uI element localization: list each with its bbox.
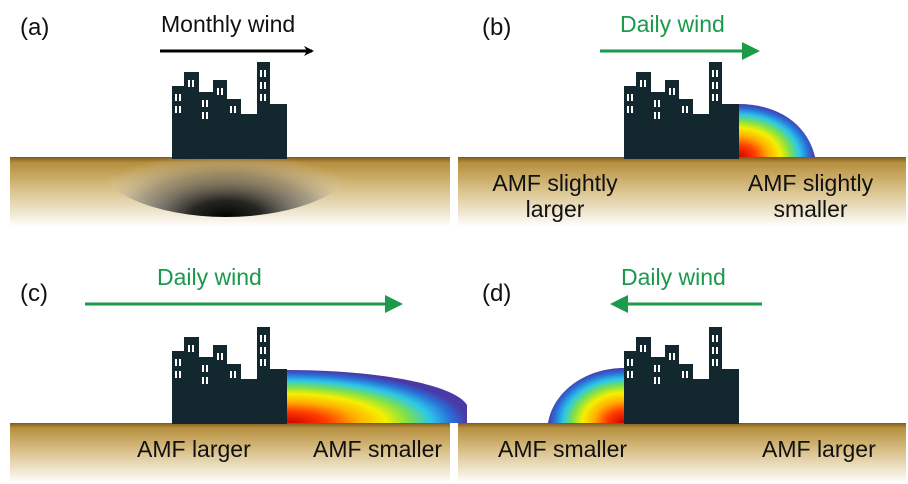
amf-note-b-left: AMF slightly larger (492, 170, 618, 222)
ground-d (458, 423, 906, 483)
pollution-plume-icon (738, 104, 815, 157)
pollution-plume-icon (286, 370, 467, 423)
panel-label-a: (a) (20, 14, 50, 41)
city-buildings-icon (172, 327, 287, 424)
panel-label-d: (d) (482, 280, 512, 307)
pollution-plume-icon (548, 368, 624, 423)
wind-label-c: Daily wind (157, 264, 262, 290)
panel-label-c: (c) (20, 280, 48, 307)
arrow-head-icon (742, 42, 760, 60)
wind-label-b: Daily wind (620, 11, 725, 37)
panel-label-b: (b) (482, 14, 512, 41)
amf-note-c-right: AMF smaller (313, 436, 443, 462)
city-buildings-icon (172, 62, 287, 159)
amf-note-b-right: AMF slightly smaller (747, 170, 874, 222)
city-buildings-icon (624, 327, 739, 424)
wind-label-a: Monthly wind (161, 11, 296, 37)
panel-d (458, 295, 906, 483)
city-buildings-icon (624, 62, 739, 159)
panel-b (458, 42, 906, 227)
ground-c (10, 423, 450, 483)
amf-note-c-left: AMF larger (137, 436, 251, 462)
arrow-head-icon (385, 295, 403, 313)
panel-a (10, 46, 450, 227)
amf-note-d-left: AMF smaller (498, 436, 628, 462)
panel-c (10, 295, 467, 483)
amf-note-d-right: AMF larger (762, 436, 876, 462)
ground-b (458, 157, 906, 227)
wind-label-d: Daily wind (621, 264, 726, 290)
arrow-head-icon (610, 295, 628, 313)
